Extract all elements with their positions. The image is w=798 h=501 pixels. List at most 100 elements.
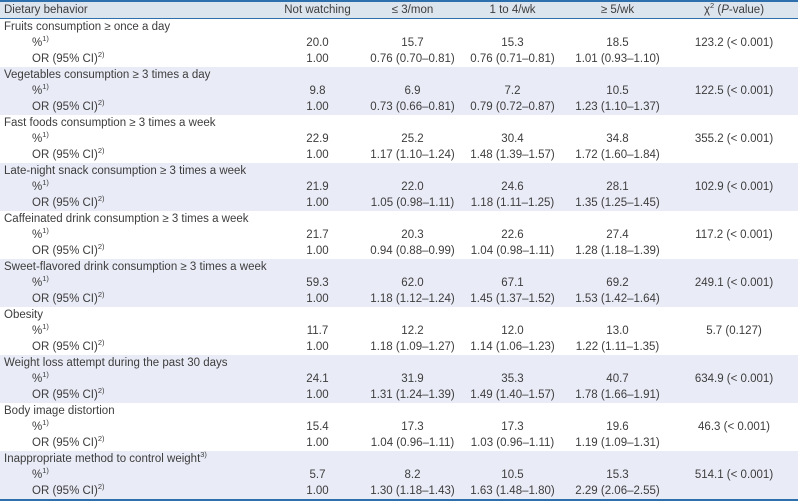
- percent-value: 9.8: [270, 83, 365, 99]
- odds-ratio-value: 0.76 (0.70–0.81): [370, 53, 455, 65]
- column-header-not-watching: Not watching: [270, 0, 365, 19]
- column-header-chi-square-p-value: χ2 (P-value): [670, 0, 798, 19]
- odds-ratio-value: 0.79 (0.72–0.87): [460, 99, 565, 115]
- percent-value: 31.9: [365, 371, 460, 387]
- chi-square-value: 123.2 (< 0.001): [694, 37, 774, 49]
- odds-ratio-value: 1.63 (1.48–1.80): [460, 483, 565, 501]
- odds-ratio-row: OR (95% CI)2) 1.00 1.30 (1.18–1.43) 1.63 (1…: [0, 483, 798, 501]
- percent-row: %1) 21.9 22.0 24.6 28.1 102.9 (< 0.001): [0, 179, 798, 195]
- chi-square-empty-cell: [670, 195, 798, 211]
- percent-value: 22.0: [365, 179, 460, 195]
- group-label: Sweet-flavored drink consumption ≥ 3 tim…: [0, 259, 798, 275]
- odds-ratio-row-label: OR (95% CI)2): [32, 435, 105, 449]
- percent-value: 18.5: [606, 37, 629, 49]
- group-label-row: Fast foods consumption ≥ 3 times a week: [0, 115, 798, 131]
- odds-ratio-value: 1.17 (1.10–1.24): [370, 149, 455, 161]
- odds-ratio-value: 1.28 (1.18–1.39): [575, 245, 660, 257]
- chi-square-empty-cell: [670, 243, 798, 259]
- percent-value: 17.3: [401, 421, 424, 433]
- group-label: Body image distortion: [4, 405, 115, 417]
- chi-square-empty-cell: [670, 435, 798, 451]
- percent-value: 34.8: [606, 133, 629, 145]
- odds-ratio-row: OR (95% CI)2) 1.00 1.31 (1.24–1.39) 1.49 (1…: [0, 387, 798, 403]
- percent-row: %1) 11.7 12.2 12.0 13.0 5.7 (0.127): [0, 323, 798, 339]
- odds-ratio-value: 1.05 (0.98–1.11): [365, 195, 460, 211]
- percent-row: %1) 20.0 15.7 15.3 18.5 123.2 (< 0.001): [0, 35, 798, 51]
- percent-row-label: %1): [0, 83, 270, 99]
- odds-ratio-row-label: OR (95% CI)2): [0, 99, 270, 115]
- percent-value: 21.7: [306, 229, 329, 241]
- odds-ratio-value: 1.04 (0.96–1.11): [370, 437, 455, 449]
- odds-ratio-row-label: OR (95% CI)2): [32, 243, 105, 257]
- percent-value: 20.0: [306, 37, 329, 49]
- percent-value: 13.0: [606, 325, 629, 337]
- chi-square-empty-cell: [670, 147, 798, 163]
- percent-value: 8.2: [365, 467, 460, 483]
- chi-square-empty-cell: [670, 387, 798, 403]
- percent-value: 15.3: [565, 467, 670, 483]
- chi-square-value: 5.7 (0.127): [706, 325, 762, 337]
- odds-ratio-row-label: OR (95% CI)2): [0, 483, 270, 501]
- odds-ratio-row: OR (95% CI)2) 1.00 1.18 (1.09–1.27) 1.14 (1…: [0, 339, 798, 355]
- odds-ratio-value: 1.78 (1.66–1.91): [565, 387, 670, 403]
- odds-ratio-value: 1.00: [270, 387, 365, 403]
- percent-row: %1) 22.9 25.2 30.4 34.8 355.2 (< 0.001): [0, 131, 798, 147]
- group-label: Late-night snack consumption ≥ 3 times a…: [0, 163, 798, 179]
- odds-ratio-value: 1.48 (1.39–1.57): [470, 149, 555, 161]
- odds-ratio-row-label: OR (95% CI)2): [0, 195, 270, 211]
- odds-ratio-row: OR (95% CI)2) 1.00 0.73 (0.66–0.81) 0.79 (0…: [0, 99, 798, 115]
- percent-value: 20.3: [401, 229, 424, 241]
- chi-square-value: 514.1 (< 0.001): [670, 467, 798, 483]
- odds-ratio-row-label: OR (95% CI)2): [32, 339, 105, 353]
- percent-value: 35.3: [460, 371, 565, 387]
- percent-value: 15.4: [306, 421, 329, 433]
- percent-row-label: %1): [0, 179, 270, 195]
- group-label-row: Fruits consumption ≥ once a day: [0, 19, 798, 36]
- percent-row-label: %1): [0, 371, 270, 387]
- percent-row-label: %1): [32, 227, 49, 241]
- percent-value: 25.2: [401, 133, 424, 145]
- percent-value: 15.7: [401, 37, 424, 49]
- chi-square-value: 355.2 (< 0.001): [694, 133, 774, 145]
- odds-ratio-row: OR (95% CI)2) 1.00 1.04 (0.96–1.11) 1.03 (0…: [0, 435, 798, 451]
- percent-value: 12.0: [501, 325, 524, 337]
- group-label: Obesity: [4, 309, 43, 321]
- percent-value: 15.3: [501, 37, 524, 49]
- odds-ratio-value: 1.53 (1.42–1.64): [565, 291, 670, 307]
- column-header-ge-5-wk: ≥ 5/wk: [565, 0, 670, 19]
- percent-row: %1) 21.7 20.3 22.6 27.4 117.2 (< 0.001): [0, 227, 798, 243]
- odds-ratio-value: 1.18 (1.12–1.24): [365, 291, 460, 307]
- odds-ratio-value: 1.14 (1.06–1.23): [470, 341, 555, 353]
- percent-value: 5.7: [270, 467, 365, 483]
- chi-square-empty-cell: [670, 291, 798, 307]
- group-label-row: Body image distortion: [0, 403, 798, 419]
- percent-value: 7.2: [460, 83, 565, 99]
- percent-value: 17.3: [501, 421, 524, 433]
- odds-ratio-value: 1.00: [270, 195, 365, 211]
- column-header-le-3-mon: ≤ 3/mon: [365, 0, 460, 19]
- odds-ratio-row: OR (95% CI)2) 1.00 1.05 (0.98–1.11) 1.18 (1…: [0, 195, 798, 211]
- odds-ratio-value: 1.31 (1.24–1.39): [365, 387, 460, 403]
- odds-ratio-value: 1.00: [270, 483, 365, 501]
- percent-value: 10.5: [460, 467, 565, 483]
- chi-square-value: 46.3 (< 0.001): [698, 421, 770, 433]
- odds-ratio-value: 1.72 (1.60–1.84): [575, 149, 660, 161]
- percent-row-label: %1): [0, 467, 270, 483]
- percent-value: 22.6: [501, 229, 524, 241]
- group-label-row: Caffeinated drink consumption ≥ 3 times …: [0, 211, 798, 227]
- percent-value: 6.9: [365, 83, 460, 99]
- group-label: Vegetables consumption ≥ 3 times a day: [0, 67, 798, 83]
- percent-row-label: %1): [32, 131, 49, 145]
- odds-ratio-row-label: OR (95% CI)2): [32, 51, 105, 65]
- odds-ratio-value: 1.00: [306, 245, 329, 257]
- odds-ratio-value: 1.01 (0.93–1.10): [575, 53, 660, 65]
- table-body: Fruits consumption ≥ once a day %1) 20.0 15…: [0, 19, 798, 501]
- odds-ratio-value: 1.35 (1.25–1.45): [565, 195, 670, 211]
- percent-row: %1) 15.4 17.3 17.3 19.6 46.3 (< 0.001): [0, 419, 798, 435]
- percent-value: 11.7: [306, 325, 329, 337]
- percent-value: 22.9: [306, 133, 329, 145]
- odds-ratio-value: 2.29 (2.06–2.55): [565, 483, 670, 501]
- odds-ratio-row: OR (95% CI)2) 1.00 0.76 (0.70–0.81) 0.76 (0…: [0, 51, 798, 67]
- odds-ratio-value: 1.22 (1.11–1.35): [575, 341, 660, 353]
